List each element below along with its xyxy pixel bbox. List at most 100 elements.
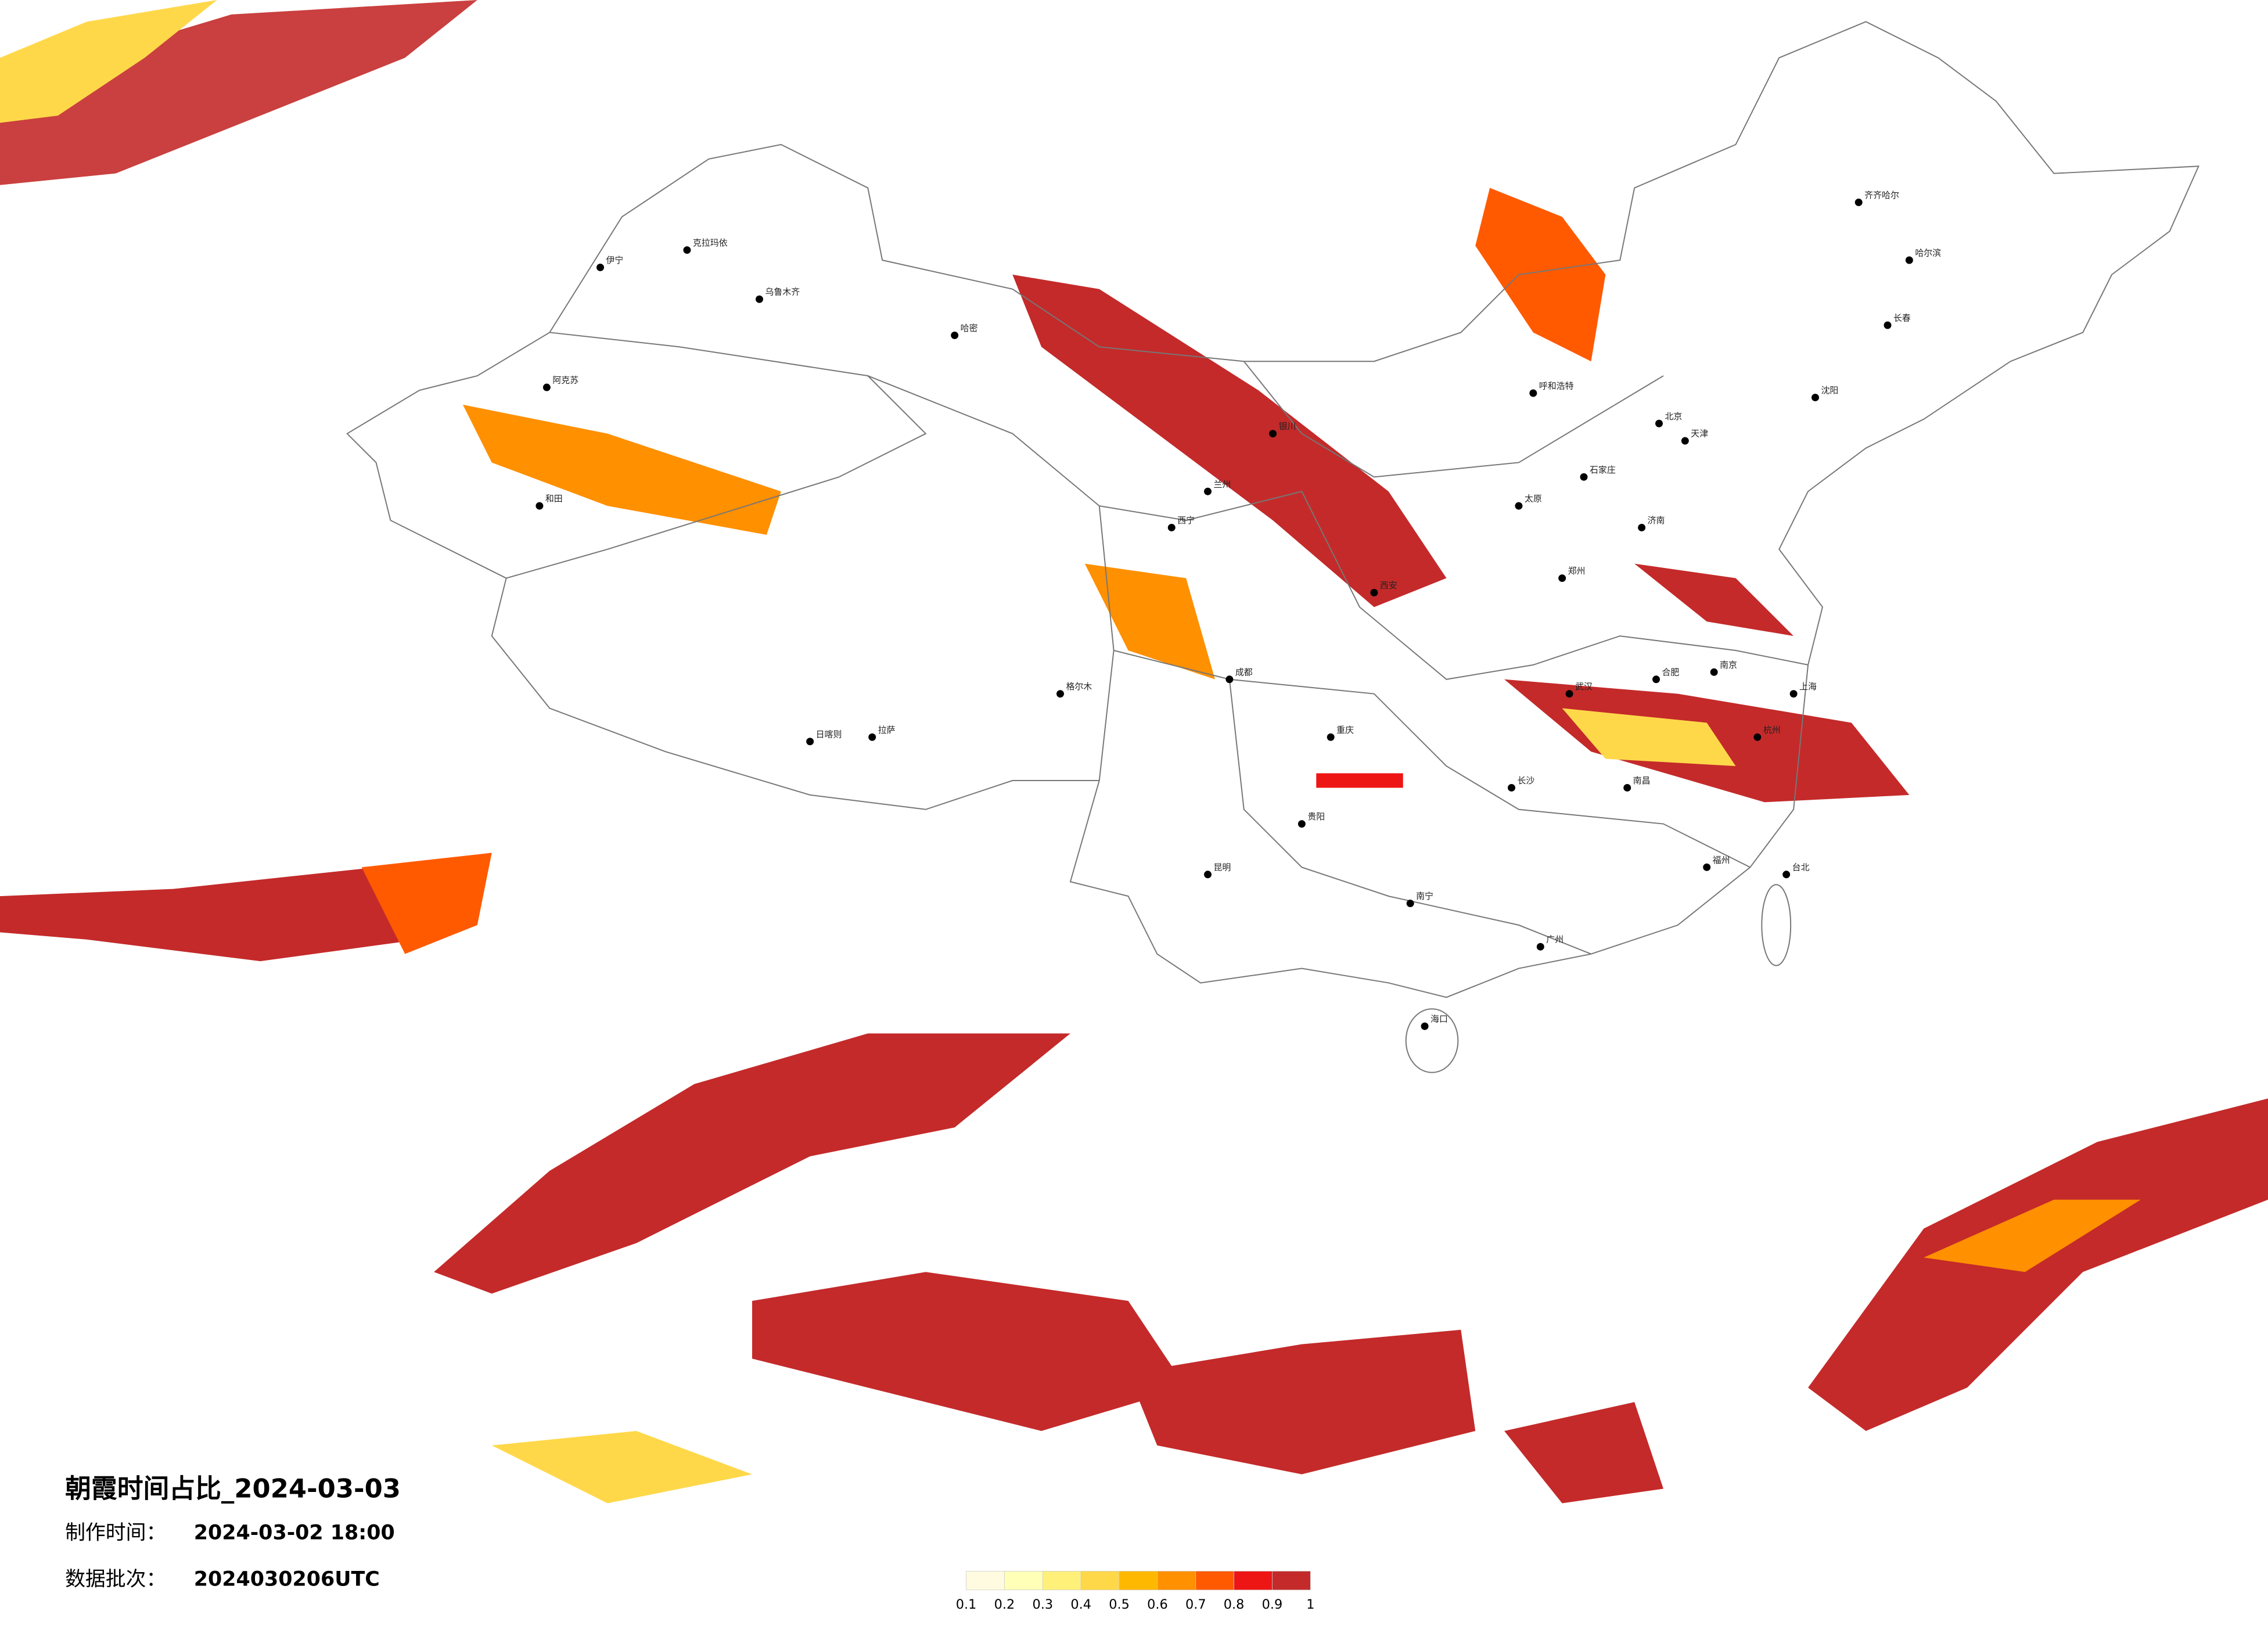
legend-tick-label: 0.6 <box>1147 1597 1168 1612</box>
city-dot <box>1789 690 1798 698</box>
city-dot <box>806 738 814 746</box>
city-dot <box>1905 256 1913 264</box>
city-label: 南京 <box>1720 660 1737 670</box>
city-dot <box>1406 900 1414 908</box>
city-label: 阿克苏 <box>552 375 578 386</box>
city-dot <box>1269 430 1277 438</box>
city-dot <box>1854 198 1863 206</box>
city-label: 克拉玛依 <box>693 238 728 248</box>
city-dot <box>1753 733 1762 741</box>
city-label: 格尔木 <box>1066 681 1092 692</box>
city-dot <box>1710 668 1718 676</box>
city-label: 南宁 <box>1416 891 1433 901</box>
china-outline <box>346 21 2200 1073</box>
city-dot <box>1370 588 1378 596</box>
city-label: 重庆 <box>1336 725 1354 735</box>
city-label: 贵阳 <box>1307 811 1325 822</box>
city-label: 广州 <box>1546 934 1563 945</box>
city-label: 台北 <box>1792 862 1810 872</box>
city-dot <box>1638 523 1646 531</box>
city-dot <box>596 263 605 271</box>
city-label: 太原 <box>1525 494 1542 504</box>
city-label: 乌鲁木齐 <box>765 287 800 297</box>
city-dot <box>1884 321 1892 329</box>
legend-tick-label: 0.3 <box>1033 1597 1054 1612</box>
city-label: 西宁 <box>1177 515 1195 526</box>
legend-swatch <box>1234 1571 1273 1591</box>
city-dot <box>1515 502 1523 510</box>
city-label: 兰州 <box>1213 479 1231 490</box>
city-dot <box>1565 690 1573 698</box>
city-label: 和田 <box>545 494 563 504</box>
city-label: 长沙 <box>1517 775 1534 786</box>
legend-swatch <box>1272 1571 1311 1591</box>
city-label: 西安 <box>1380 580 1397 591</box>
city-dot <box>1580 473 1588 481</box>
batch-label: 数据批次： <box>65 1567 166 1591</box>
city-dot <box>1536 943 1544 951</box>
legend-tick-label: 0.2 <box>994 1597 1015 1612</box>
city-label: 天津 <box>1691 429 1708 439</box>
city-label: 杭州 <box>1763 725 1781 735</box>
city-label: 伊宁 <box>606 255 623 265</box>
city-dot <box>868 733 876 741</box>
batch-value: 2024030206UTC <box>194 1567 380 1591</box>
city-dot <box>535 502 544 510</box>
city-dot <box>1655 419 1663 427</box>
legend-swatch <box>1157 1571 1196 1591</box>
legend-swatch <box>1080 1571 1120 1591</box>
city-dot <box>1681 437 1689 445</box>
legend-tick-label: 0.5 <box>1109 1597 1130 1612</box>
city-dot <box>1167 523 1176 531</box>
city-dot <box>1811 393 1819 401</box>
city-dot <box>1623 783 1631 792</box>
legend-swatch <box>966 1571 1005 1591</box>
city-dot <box>1558 574 1566 582</box>
city-label: 海口 <box>1430 1014 1448 1024</box>
city-label: 昆明 <box>1213 862 1231 872</box>
city-dot <box>951 331 959 339</box>
legend-swatch <box>1195 1571 1234 1591</box>
legend-swatch <box>1004 1571 1043 1591</box>
city-label: 郑州 <box>1568 566 1586 576</box>
city-dot <box>1652 675 1660 684</box>
city-label: 福州 <box>1713 855 1730 865</box>
city-dot <box>1204 871 1212 879</box>
made-label: 制作时间： <box>65 1522 166 1545</box>
city-dot <box>1703 863 1711 871</box>
city-label: 呼和浩特 <box>1539 381 1574 391</box>
legend-swatch <box>1042 1571 1081 1591</box>
city-dot <box>1529 389 1537 397</box>
city-label: 南昌 <box>1633 775 1651 786</box>
city-label: 成都 <box>1235 667 1253 677</box>
city-dot <box>1508 783 1515 792</box>
city-label: 日喀则 <box>816 729 842 739</box>
legend-tick-label: 0.8 <box>1224 1597 1245 1612</box>
legend-tick-label: 0.7 <box>1185 1597 1206 1612</box>
legend: 0.1 0.2 0.3 0.4 0.5 0.6 0.7 0.8 0.9 1 <box>956 1571 1314 1612</box>
city-dot <box>1056 690 1064 698</box>
legend-swatch <box>1119 1571 1158 1591</box>
city-label: 长春 <box>1893 313 1911 323</box>
city-label: 哈密 <box>961 323 978 333</box>
city-label: 齐齐哈尔 <box>1864 190 1899 200</box>
city-dot <box>542 383 551 391</box>
city-dot <box>1297 820 1306 828</box>
city-dot <box>1782 871 1791 879</box>
map-title: 朝霞时间占比_2024-03-03 <box>65 1473 401 1504</box>
city-dot <box>1225 675 1234 684</box>
city-label: 沈阳 <box>1821 385 1838 395</box>
city-label: 银川 <box>1279 421 1296 431</box>
city-dot <box>756 295 763 303</box>
city-label: 北京 <box>1665 411 1682 422</box>
city-label: 拉萨 <box>878 725 896 735</box>
city-dot <box>1421 1022 1429 1030</box>
heat-layer <box>0 0 2268 1504</box>
legend-tick-label: 0.9 <box>1262 1597 1283 1612</box>
city-label: 石家庄 <box>1590 465 1616 475</box>
city-dot <box>683 246 691 254</box>
city-dot <box>1327 733 1335 741</box>
city-label: 济南 <box>1648 515 1665 526</box>
